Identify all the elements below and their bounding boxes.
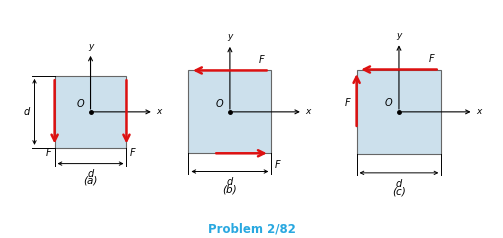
Text: y: y [396,31,402,40]
Text: O: O [215,99,223,109]
Text: F: F [259,55,265,65]
Text: y: y [88,42,93,51]
Text: Problem 2/82: Problem 2/82 [208,223,295,236]
Text: F: F [45,148,51,158]
Text: (a): (a) [83,175,98,185]
Text: O: O [384,99,392,109]
Bar [189,70,271,153]
Text: F: F [429,54,434,64]
Bar [357,69,441,154]
Text: d: d [227,177,233,187]
Text: x: x [305,107,311,116]
Text: F: F [130,148,136,158]
Text: (c): (c) [392,186,406,196]
Text: F: F [275,160,280,170]
Text: x: x [156,107,161,116]
Text: x: x [476,107,481,116]
Text: d: d [23,107,30,117]
Text: d: d [396,179,402,189]
Text: F: F [345,98,351,108]
Bar [55,76,126,148]
Text: (b): (b) [223,185,237,195]
Text: O: O [77,99,85,109]
Text: y: y [227,32,232,41]
Text: d: d [88,169,94,179]
